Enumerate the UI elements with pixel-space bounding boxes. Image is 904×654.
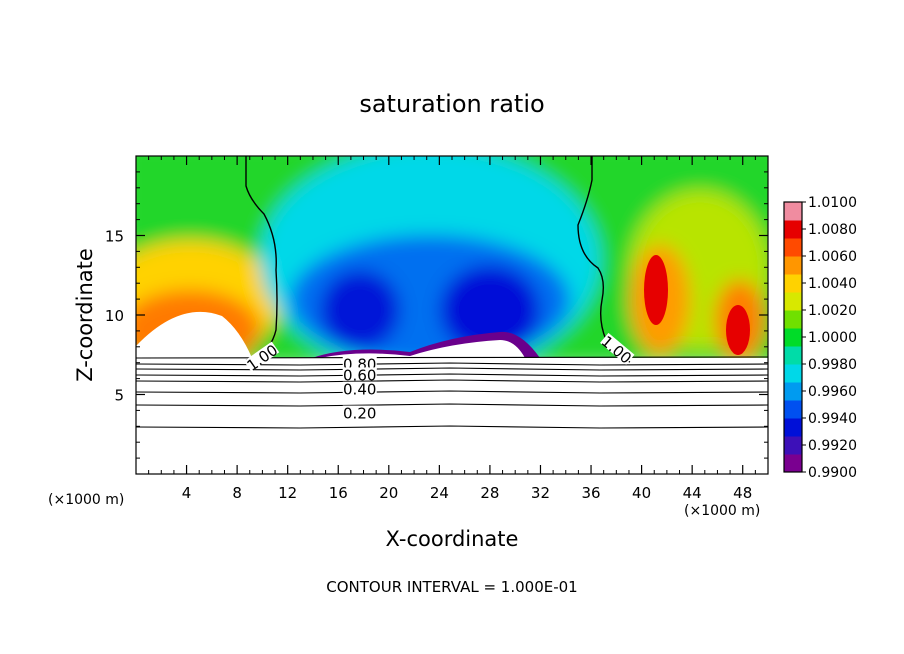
colorbar-label: 1.0020 xyxy=(808,303,857,319)
x-tick-label: 40 xyxy=(632,484,651,502)
colorbar-swatch xyxy=(784,274,802,293)
colorbar-swatch xyxy=(784,220,802,239)
x-tick-label: 32 xyxy=(531,484,550,502)
colorbar-label: 0.9920 xyxy=(808,438,857,454)
colorbar-swatch xyxy=(784,346,802,365)
colorbar-swatch xyxy=(784,400,802,419)
colorbar-label: 1.0040 xyxy=(808,276,857,292)
x-tick-label: 28 xyxy=(480,484,499,502)
colorbar-swatch xyxy=(784,328,802,347)
colorbar-swatch xyxy=(784,310,802,329)
colorbar-swatch xyxy=(784,256,802,275)
x-tick-label: 16 xyxy=(329,484,348,502)
contour-label-bg xyxy=(342,381,377,395)
chart-title: saturation ratio xyxy=(359,90,544,118)
x-axis-title: X-coordinate xyxy=(386,527,519,551)
colorbar-label: 0.9900 xyxy=(808,465,857,481)
colorbar-label: 1.0000 xyxy=(808,330,857,346)
x-axis: 4 8 12 16 20 24 28 32 36 40 44 48 xyxy=(148,156,756,502)
x-tick-label: 44 xyxy=(683,484,702,502)
contour-label-bg xyxy=(342,367,377,381)
contour-label-bg xyxy=(600,332,635,365)
colorbar-label: 0.9940 xyxy=(808,411,857,427)
contour-label-bg xyxy=(342,356,377,370)
x-unit-left: (×1000 m) xyxy=(48,492,124,508)
colorbar-swatch xyxy=(784,364,802,383)
y-tick-label: 15 xyxy=(105,228,124,246)
colorbar-swatch xyxy=(784,418,802,437)
colorbar-label: 0.9960 xyxy=(808,384,857,400)
x-tick-label: 24 xyxy=(430,484,449,502)
colorbar-swatch xyxy=(784,238,802,257)
colorbar-swatch xyxy=(784,292,802,311)
y-axis-title: Z-coordinate xyxy=(73,248,97,382)
x-tick-label: 48 xyxy=(733,484,752,502)
colorbar-label: 1.0060 xyxy=(808,249,857,265)
y-tick-label: 10 xyxy=(105,307,124,325)
x-tick-label: 20 xyxy=(379,484,398,502)
x-unit-right: (×1000 m) xyxy=(684,503,760,519)
contour-lines-lower xyxy=(135,356,769,429)
colorbar-swatch xyxy=(784,454,802,473)
colorbar-label: 1.0100 xyxy=(808,195,857,211)
heatmap-field xyxy=(136,156,768,474)
contour-interval-note: CONTOUR INTERVAL = 1.000E-01 xyxy=(326,578,577,596)
x-tick-label: 4 xyxy=(182,484,192,502)
x-tick-label: 12 xyxy=(278,484,297,502)
contour-label: 0.60 xyxy=(343,366,376,384)
contour-label: 0.20 xyxy=(343,405,376,423)
colorbar-swatch xyxy=(784,436,802,455)
contour-label: 0.40 xyxy=(343,381,376,399)
y-tick-label: 5 xyxy=(114,387,124,405)
x-tick-label: 8 xyxy=(232,484,242,502)
colorbar-swatch xyxy=(784,202,802,221)
contour-label-bg xyxy=(342,405,377,419)
x-tick-label: 36 xyxy=(581,484,600,502)
y-axis: 5 10 15 xyxy=(105,171,768,459)
colorbar-swatch xyxy=(784,382,802,401)
contour-label-bg xyxy=(243,341,280,372)
colorbar: 1.0100 1.0080 1.0060 1.0040 1.0020 1.0000 0.99… xyxy=(783,195,857,481)
colorbar-label: 0.9980 xyxy=(808,357,857,373)
colorbar-label: 1.0080 xyxy=(808,222,857,238)
